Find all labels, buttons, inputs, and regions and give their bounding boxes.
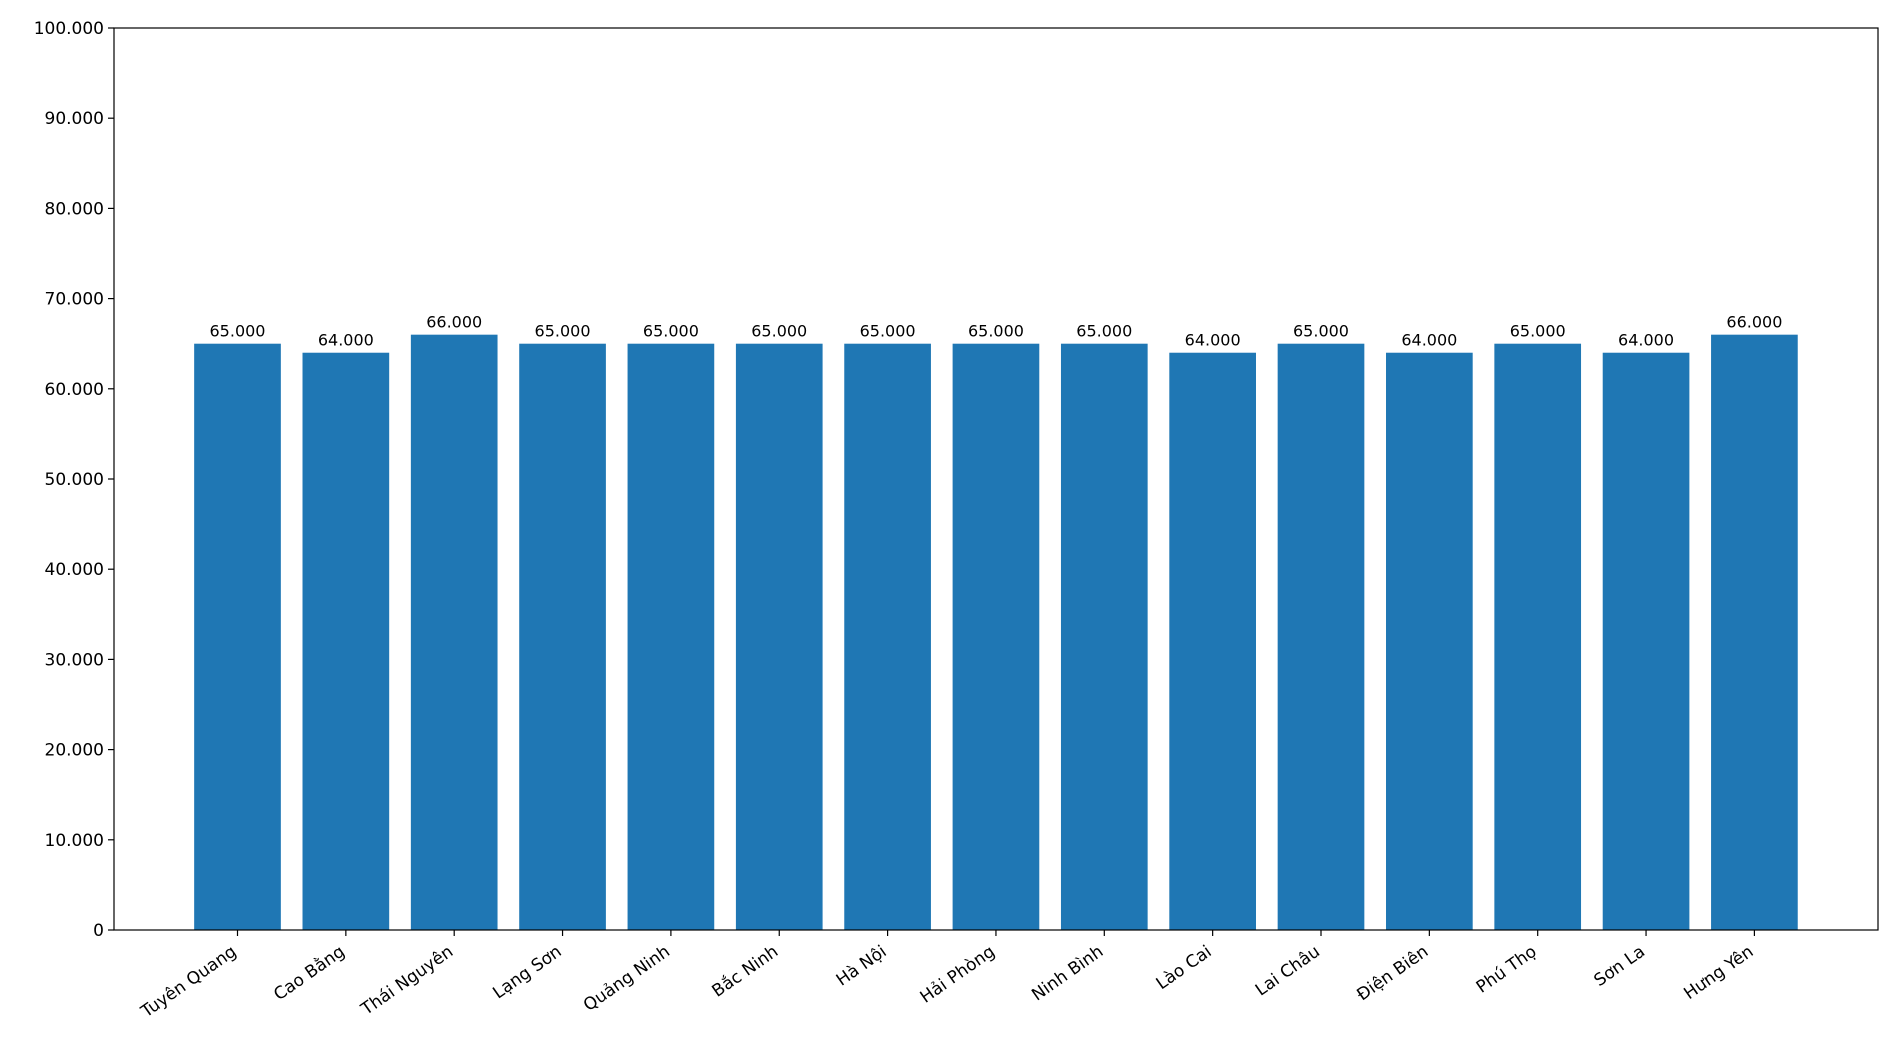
bar <box>952 343 1040 930</box>
value-label: 65.000 <box>751 322 807 341</box>
bar <box>1060 343 1148 930</box>
x-tick-label: Hưng Yên <box>1680 942 1757 1004</box>
bar <box>1386 352 1473 931</box>
bar <box>1169 352 1256 931</box>
x-tick-label: Cao Bằng <box>270 941 349 1005</box>
x-tick-label: Hà Nội <box>833 942 891 991</box>
bar <box>519 343 606 930</box>
bar <box>1277 343 1365 930</box>
y-tick-label: 70.000 <box>45 290 104 310</box>
bar <box>194 343 281 930</box>
bar <box>627 343 715 930</box>
y-tick-label: 40.000 <box>45 560 104 580</box>
value-label: 64.000 <box>318 331 374 350</box>
y-tick-label: 100.000 <box>34 19 104 39</box>
y-tick-label: 50.000 <box>45 470 104 490</box>
x-tick-label: Tuyên Quang <box>137 942 241 1023</box>
value-label: 65.000 <box>1293 322 1349 341</box>
x-tick-label: Lạng Sơn <box>489 942 565 1004</box>
value-label: 65.000 <box>1510 322 1566 341</box>
bar <box>1494 343 1582 930</box>
x-tick-label: Ninh Bình <box>1028 942 1107 1006</box>
y-tick-label: 10.000 <box>45 831 104 851</box>
x-tick-label: Điện Biên <box>1353 942 1432 1006</box>
y-tick-label: 0 <box>93 921 104 941</box>
value-label: 65.000 <box>210 322 266 341</box>
value-label: 66.000 <box>1726 313 1782 332</box>
value-label: 65.000 <box>968 322 1024 341</box>
bar <box>1711 334 1798 930</box>
x-tick-label: Sơn La <box>1591 942 1649 991</box>
x-tick-label: Bắc Ninh <box>708 941 782 1002</box>
x-tick-label: Hải Phòng <box>917 942 999 1008</box>
value-label: 65.000 <box>535 322 591 341</box>
x-tick-label: Phú Thọ <box>1473 942 1541 998</box>
bar <box>844 343 931 930</box>
value-label: 64.000 <box>1618 331 1674 350</box>
bar <box>735 343 823 930</box>
x-tick-label: Thái Nguyên <box>357 942 457 1020</box>
plot-frame <box>113 27 1879 931</box>
value-label: 66.000 <box>426 313 482 332</box>
x-tick-label: Lào Cai <box>1153 942 1216 994</box>
y-tick-label: 30.000 <box>45 650 104 670</box>
bar <box>302 352 390 931</box>
y-tick-label: 60.000 <box>45 380 104 400</box>
value-label: 65.000 <box>860 322 916 341</box>
value-label: 64.000 <box>1401 331 1457 350</box>
value-label: 64.000 <box>1185 331 1241 350</box>
x-tick-label: Lai Châu <box>1252 942 1324 1001</box>
bar <box>410 334 498 930</box>
value-label: 65.000 <box>643 322 699 341</box>
x-tick-label: Quảng Ninh <box>580 942 674 1016</box>
y-tick-label: 80.000 <box>45 199 104 219</box>
y-tick-label: 20.000 <box>45 741 104 761</box>
bar <box>1602 352 1690 931</box>
y-tick-label: 90.000 <box>45 109 104 129</box>
value-label: 65.000 <box>1076 322 1132 341</box>
